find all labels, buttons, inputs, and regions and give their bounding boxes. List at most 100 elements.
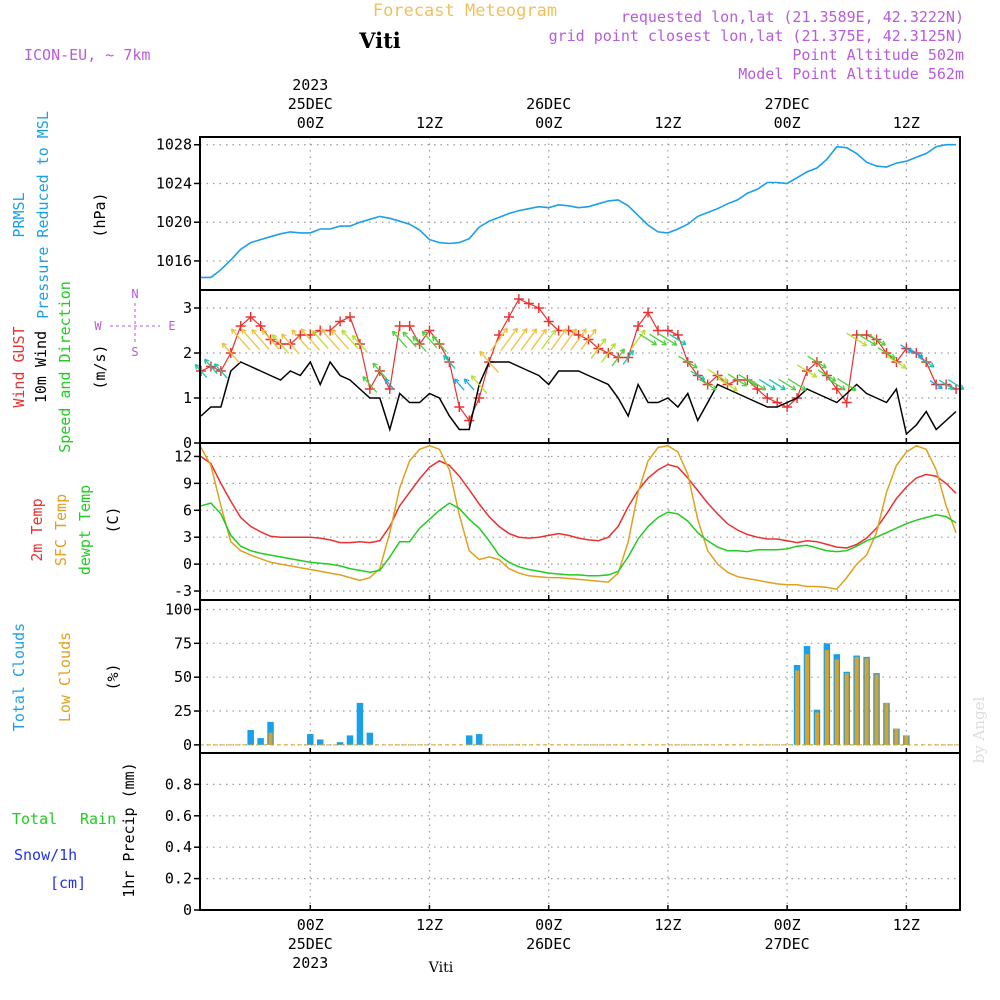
wind-arrow-icon bbox=[362, 376, 378, 393]
gust-marker bbox=[424, 325, 435, 336]
wind-arrow-icon bbox=[530, 328, 547, 351]
wind-arrow-icon bbox=[560, 328, 577, 351]
wind-arrow-icon bbox=[402, 331, 417, 348]
wind-arrow-icon bbox=[580, 328, 597, 351]
wind-gust-label: Wind GUST bbox=[10, 326, 28, 407]
top-time-label: 12Z bbox=[654, 114, 681, 132]
wind-panel: 0 1 2 3 bbox=[183, 289, 965, 452]
y-tick-label: 1020 bbox=[156, 213, 192, 231]
compass-icon: N S W E bbox=[94, 287, 175, 359]
bottom-time-label: 00Z bbox=[535, 916, 562, 934]
gust-marker bbox=[662, 325, 673, 336]
top-time-label: 12Z bbox=[416, 114, 443, 132]
wind-arrow-icon bbox=[384, 378, 396, 391]
gust-marker bbox=[672, 330, 683, 340]
wind-frame bbox=[199, 289, 961, 444]
pressure-frame bbox=[199, 136, 961, 291]
bottom-time-label: 26DEC bbox=[526, 935, 571, 953]
wind-arrow-icon bbox=[479, 350, 499, 374]
wind-arrow-icon bbox=[490, 327, 508, 352]
wind-arrow-icon bbox=[678, 355, 698, 369]
low-cloud-bar bbox=[844, 673, 849, 745]
wind-arrow-icon bbox=[570, 328, 587, 351]
pressure-label-prmsl: PRMSL bbox=[10, 192, 28, 237]
low-cloud-bar bbox=[904, 735, 909, 745]
precip-snow-label: Snow/1h bbox=[14, 846, 77, 864]
y-tick-label: 1024 bbox=[156, 174, 192, 192]
wind-arrow-icon bbox=[541, 329, 557, 350]
low-cloud-bar bbox=[834, 659, 839, 745]
low-cloud-bar bbox=[824, 650, 829, 745]
t2m-label: 2m Temp bbox=[28, 498, 46, 561]
top-time-label: 2023 bbox=[292, 76, 328, 94]
y-tick-label: 0 bbox=[183, 736, 192, 754]
wind-arrow-icon bbox=[550, 328, 568, 351]
wind-arrow-icon bbox=[717, 377, 738, 392]
y-tick-label: 6 bbox=[183, 501, 192, 519]
gust-marker bbox=[643, 307, 654, 318]
wind-arrow-icon bbox=[611, 348, 626, 367]
wind-arrow-icon bbox=[300, 328, 321, 351]
wind-arrow-icon bbox=[470, 374, 488, 394]
credit-watermark: by Angel bbox=[970, 696, 988, 763]
series-dewpt-temp bbox=[200, 502, 957, 577]
y-tick-label: 0 bbox=[183, 555, 192, 573]
low-cloud-bar bbox=[884, 702, 889, 745]
total-clouds-label: Total Clouds bbox=[10, 623, 28, 731]
bottom-time-label: 12Z bbox=[416, 916, 443, 934]
gust-marker bbox=[235, 321, 246, 331]
top-time-label: 12Z bbox=[893, 114, 920, 132]
y-tick-label: 0.8 bbox=[165, 775, 192, 793]
low-cloud-bar bbox=[268, 732, 273, 745]
series-10m-wind bbox=[200, 360, 957, 436]
bottom-time-label: 00Z bbox=[774, 916, 801, 934]
y-tick-label: 50 bbox=[174, 668, 192, 686]
total-cloud-bar bbox=[346, 735, 354, 745]
temp-axis-unit: (C) bbox=[104, 506, 122, 533]
plot-area: 10161020102410280123-3036912025507510000… bbox=[156, 76, 965, 972]
series-2m-temp bbox=[200, 455, 957, 549]
total-cloud-bar bbox=[257, 738, 264, 745]
wind-arrow-icon bbox=[639, 333, 658, 346]
clouds-panel: 0 25 50 75 100 bbox=[165, 599, 961, 754]
wind-arrow-icon bbox=[520, 328, 538, 351]
wind-arrow-icon bbox=[251, 328, 270, 350]
gust-marker bbox=[503, 312, 514, 322]
total-cloud-bar bbox=[336, 742, 344, 745]
bottom-time-label: 25DEC bbox=[288, 935, 333, 953]
clouds-axis-unit: (%) bbox=[104, 663, 122, 690]
pressure-axis-unit: (hPa) bbox=[91, 192, 109, 237]
gust-marker bbox=[782, 402, 793, 412]
wind-arrow-icon bbox=[837, 378, 857, 391]
y-tick-label: 0.2 bbox=[165, 870, 192, 888]
y-tick-label: 9 bbox=[183, 474, 192, 492]
pressure-label-desc: Pressure Reduced to MSL bbox=[34, 111, 52, 319]
wind-arrow-icon bbox=[787, 378, 807, 391]
precip-axis-unit: 1hr Precip (mm) bbox=[120, 762, 138, 897]
wind-arrow-icon bbox=[261, 329, 280, 350]
temperature-panel: -3 0 3 6 9 12 bbox=[174, 442, 961, 601]
gust-marker bbox=[255, 321, 266, 331]
wind-arrow-icon bbox=[600, 342, 616, 363]
location-name: Viti bbox=[358, 28, 401, 53]
tsfc-label: SFC Temp bbox=[52, 494, 70, 566]
wind-arrow-icon bbox=[669, 333, 687, 346]
precipitation-panel: 0 0.2 0.4 0.6 0.8 bbox=[165, 752, 961, 919]
bottom-time-label: 12Z bbox=[893, 916, 920, 934]
gust-marker bbox=[841, 397, 852, 408]
wind-arrow-icon bbox=[510, 327, 528, 351]
wind-arrow-icon bbox=[241, 328, 261, 351]
wind-arrow-icon bbox=[320, 328, 340, 351]
top-time-label: 00Z bbox=[297, 114, 324, 132]
precip-rain-label: Rain bbox=[80, 810, 116, 828]
wind-arrow-icon bbox=[421, 330, 438, 349]
low-cloud-bar bbox=[805, 654, 810, 745]
wind-arrow-icon bbox=[281, 333, 300, 355]
wind-arrow-icon bbox=[727, 373, 748, 387]
gust-marker bbox=[752, 384, 763, 394]
wind-arrow-icon bbox=[649, 333, 668, 346]
low-clouds-label: Low Clouds bbox=[56, 632, 74, 722]
precipitation-frame bbox=[199, 752, 961, 911]
y-tick-label: 1028 bbox=[156, 136, 192, 154]
wind-arrow-icon bbox=[886, 355, 907, 369]
